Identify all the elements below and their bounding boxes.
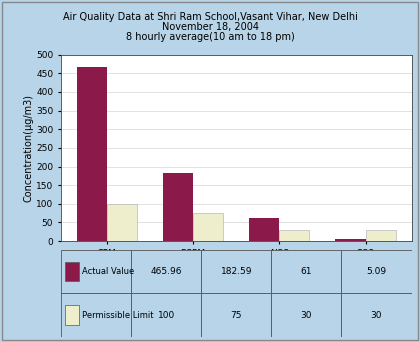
Bar [61, 250, 131, 293]
Text: 30: 30 [371, 311, 382, 319]
Text: November 18, 2004: November 18, 2004 [162, 22, 258, 32]
Text: 30: 30 [301, 311, 312, 319]
Bar [77, 67, 107, 241]
Text: Air Quality Data at Shri Ram School,Vasant Vihar, New Delhi: Air Quality Data at Shri Ram School,Vasa… [63, 12, 357, 22]
Text: 61: 61 [301, 267, 312, 276]
Bar [271, 293, 341, 337]
Bar [65, 305, 79, 325]
Bar [201, 250, 271, 293]
Text: 5.09: 5.09 [367, 267, 386, 276]
Text: 465.96: 465.96 [150, 267, 182, 276]
Bar [201, 293, 271, 337]
Y-axis label: Concentration(μg/m3): Concentration(μg/m3) [23, 94, 33, 202]
Bar [107, 204, 137, 241]
Text: 100: 100 [158, 311, 175, 319]
Bar [279, 230, 310, 241]
Bar [365, 230, 396, 241]
Text: 182.59: 182.59 [220, 267, 252, 276]
Bar [193, 213, 223, 241]
Text: 8 hourly average(10 am to 18 pm): 8 hourly average(10 am to 18 pm) [126, 32, 294, 42]
Bar [341, 293, 412, 337]
Bar [65, 262, 79, 281]
Bar [335, 239, 365, 241]
Bar [341, 250, 412, 293]
Bar [131, 250, 201, 293]
Text: Actual Value: Actual Value [82, 267, 134, 276]
Bar [131, 293, 201, 337]
Bar [271, 250, 341, 293]
Text: 75: 75 [231, 311, 242, 319]
Bar [163, 173, 193, 241]
Text: Permissible Limit: Permissible Limit [82, 311, 153, 319]
Bar [249, 219, 279, 241]
Bar [61, 293, 131, 337]
